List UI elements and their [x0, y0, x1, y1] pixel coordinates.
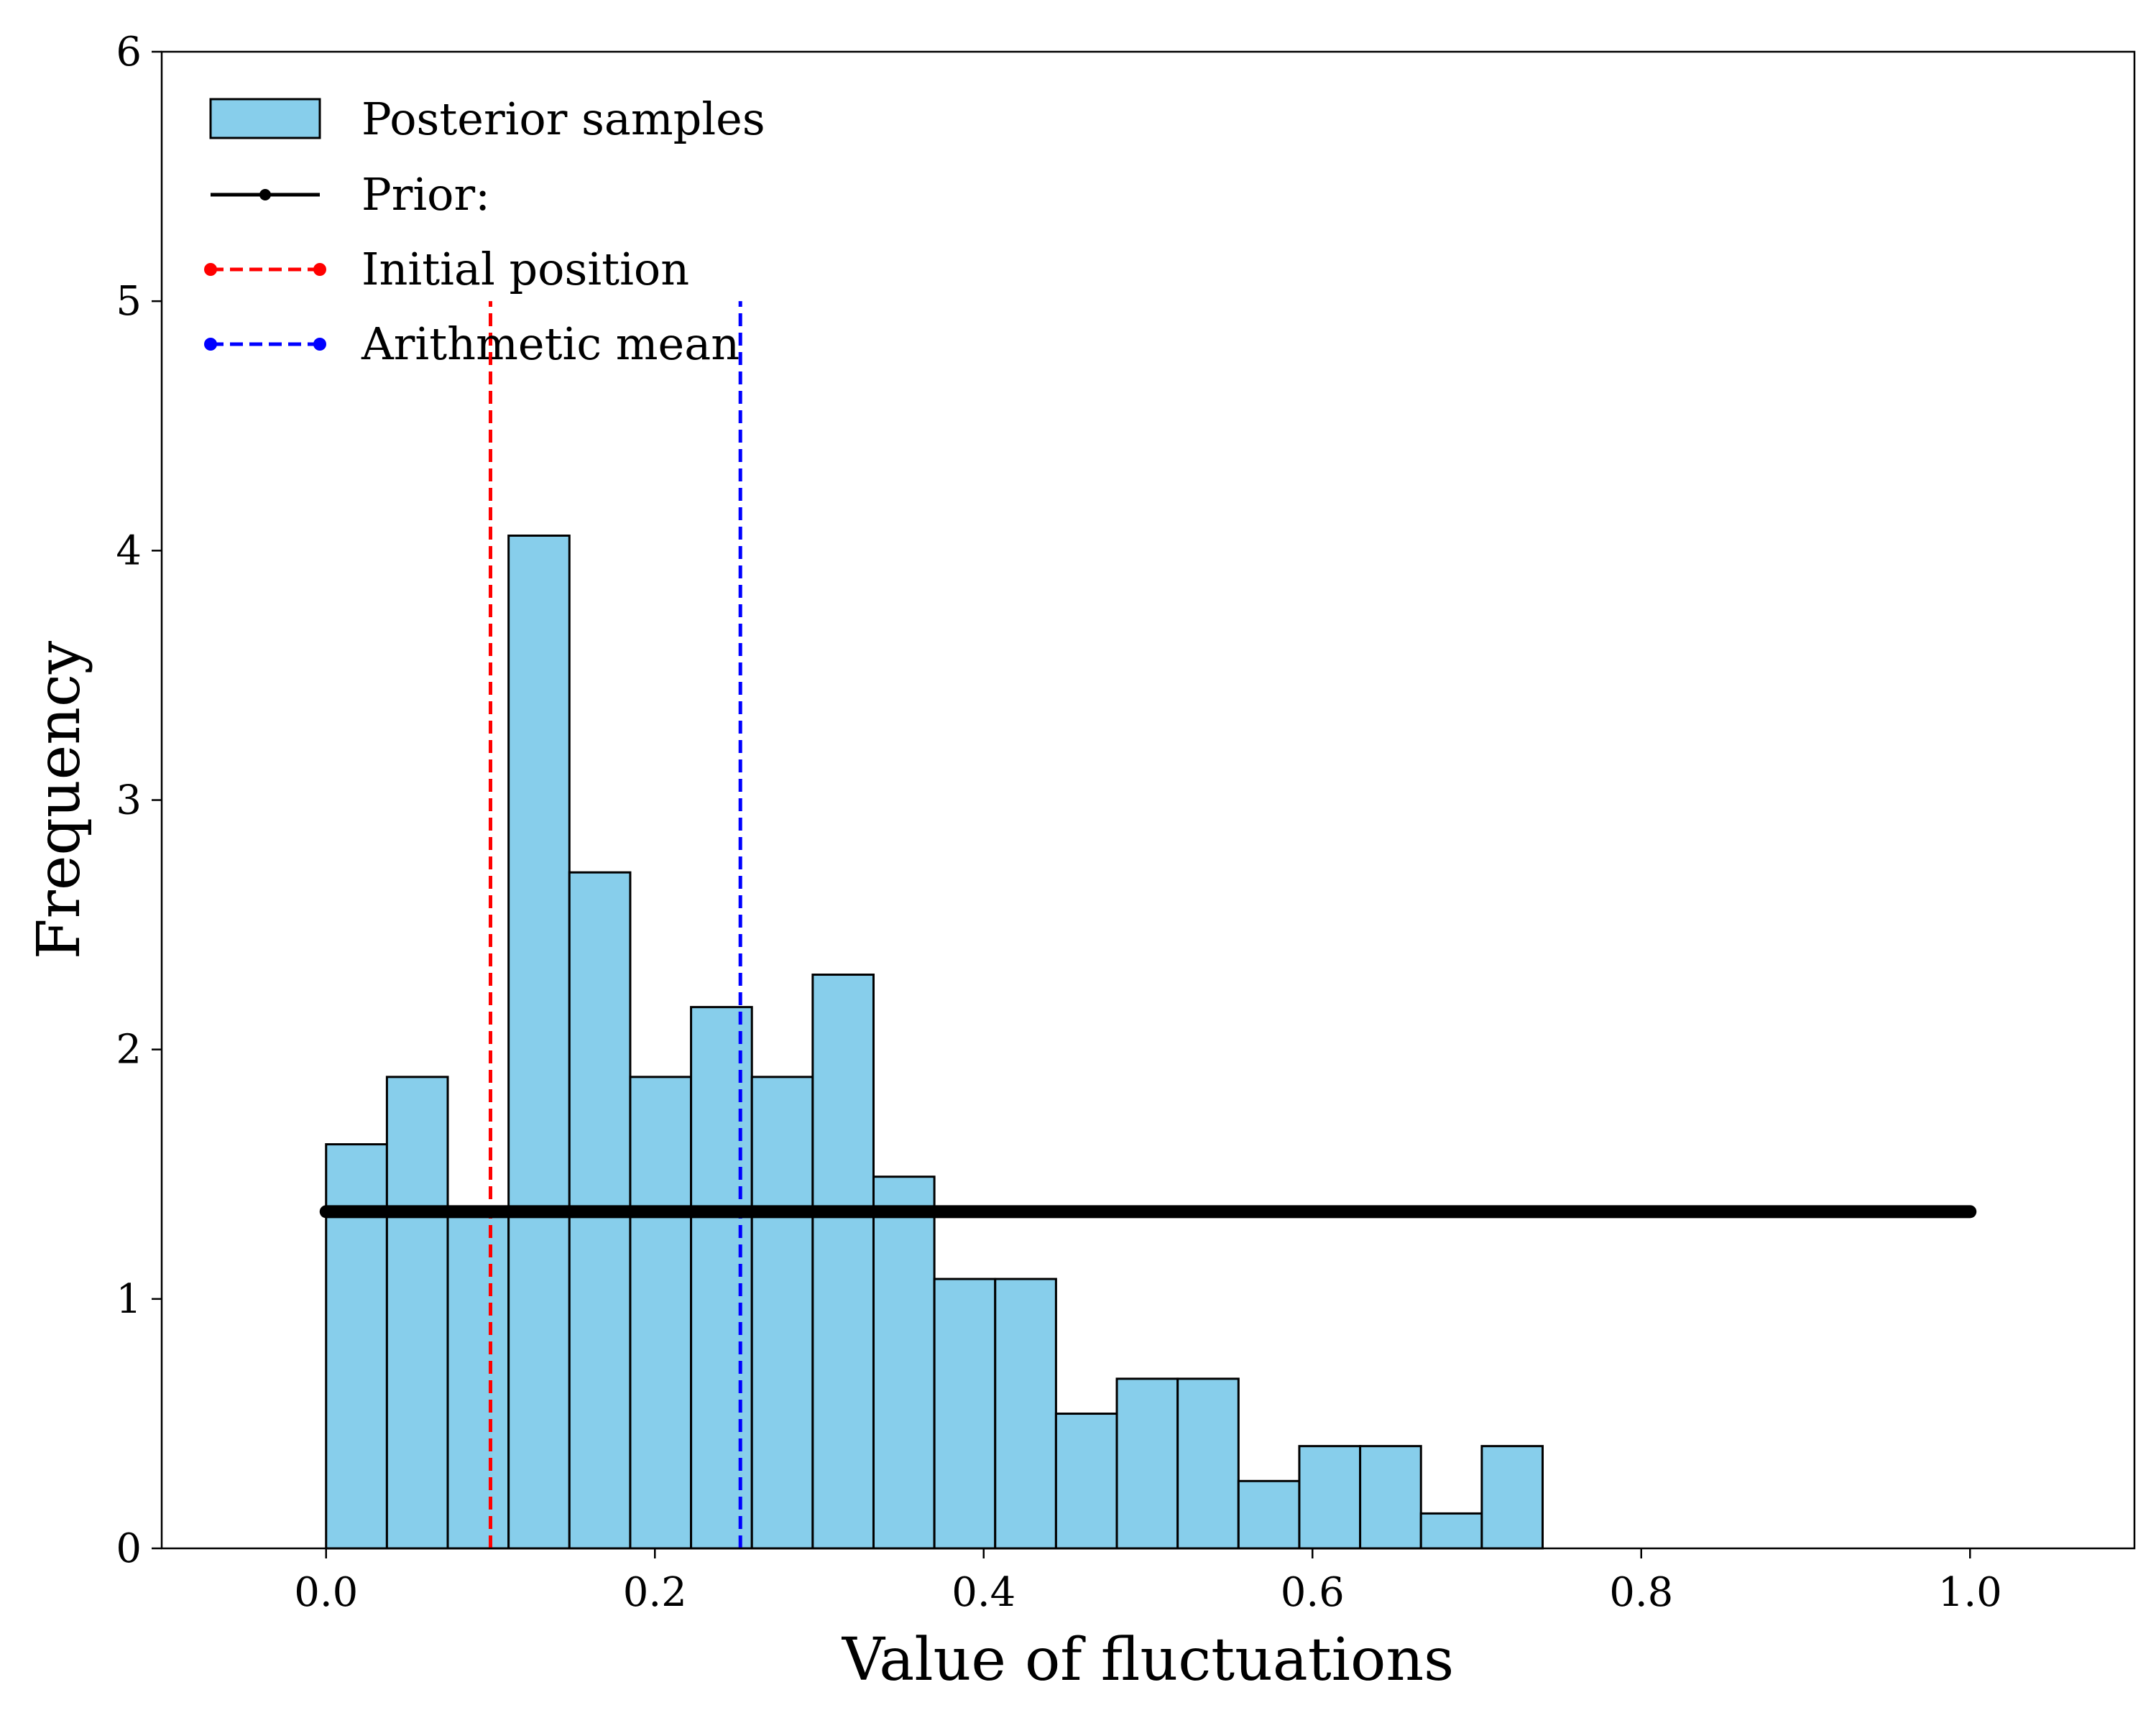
- y-tick-label: 3: [116, 777, 142, 824]
- histogram-bar: [750, 1076, 814, 1550]
- histogram-bar: [690, 1006, 753, 1550]
- histogram-bar: [1054, 1413, 1118, 1550]
- x-axis-ticks: 0.0 0.2 0.4 0.6 0.8 1.0: [294, 1548, 2002, 1616]
- histogram-bar: [1480, 1445, 1544, 1550]
- histogram-bar: [1176, 1377, 1240, 1550]
- histogram-bar: [1237, 1479, 1301, 1550]
- legend: Posterior samples Prior: Initial positio…: [204, 93, 765, 370]
- histogram-bar: [933, 1277, 997, 1550]
- histogram-bar: [1298, 1445, 1362, 1550]
- x-tick-label: 0.6: [1281, 1569, 1345, 1616]
- y-tick-label: 2: [116, 1027, 142, 1073]
- histogram-bar: [629, 1076, 693, 1550]
- histogram-bar: [385, 1076, 449, 1550]
- legend-label-initial: Initial position: [361, 243, 689, 295]
- histogram-bar: [446, 1210, 510, 1550]
- legend-swatch-posterior: [209, 98, 321, 139]
- histogram-bar: [1359, 1445, 1422, 1550]
- legend-label-mean: Arithmetic mean: [361, 318, 740, 370]
- legend-marker-mean-left: [204, 338, 217, 351]
- histogram-bar: [994, 1277, 1057, 1550]
- histogram-bar: [507, 535, 571, 1550]
- y-axis-ticks: 0 1 2 3 4 5 6: [116, 29, 162, 1572]
- x-tick-label: 0.0: [294, 1569, 358, 1616]
- legend-marker-mean-right: [313, 338, 326, 351]
- histogram-bar: [1115, 1377, 1179, 1550]
- overlay-lines: [319, 301, 1977, 1548]
- y-tick-label: 4: [116, 527, 142, 574]
- histogram-bars: [325, 535, 1544, 1550]
- x-tick-label: 0.8: [1609, 1569, 1673, 1616]
- x-tick-label: 0.2: [623, 1569, 687, 1616]
- y-tick-label: 1: [116, 1276, 142, 1323]
- legend-marker-initial-right: [313, 263, 326, 276]
- x-tick-label: 1.0: [1938, 1569, 2002, 1616]
- histogram-bar: [325, 1143, 388, 1550]
- histogram-bar: [811, 974, 875, 1550]
- legend-marker-initial-left: [204, 263, 217, 276]
- legend-label-prior: Prior:: [361, 168, 490, 221]
- y-tick-label: 0: [116, 1525, 142, 1572]
- histogram-bar: [1419, 1512, 1483, 1550]
- legend-marker-prior: [259, 189, 271, 200]
- x-tick-label: 0.4: [952, 1569, 1015, 1616]
- legend-label-posterior: Posterior samples: [361, 93, 765, 145]
- y-tick-label: 6: [116, 29, 142, 75]
- y-tick-label: 5: [116, 278, 142, 325]
- x-axis-label: Value of fluctuations: [842, 1626, 1455, 1694]
- histogram-bar: [872, 1175, 936, 1550]
- y-axis-label: Frequency: [25, 640, 93, 959]
